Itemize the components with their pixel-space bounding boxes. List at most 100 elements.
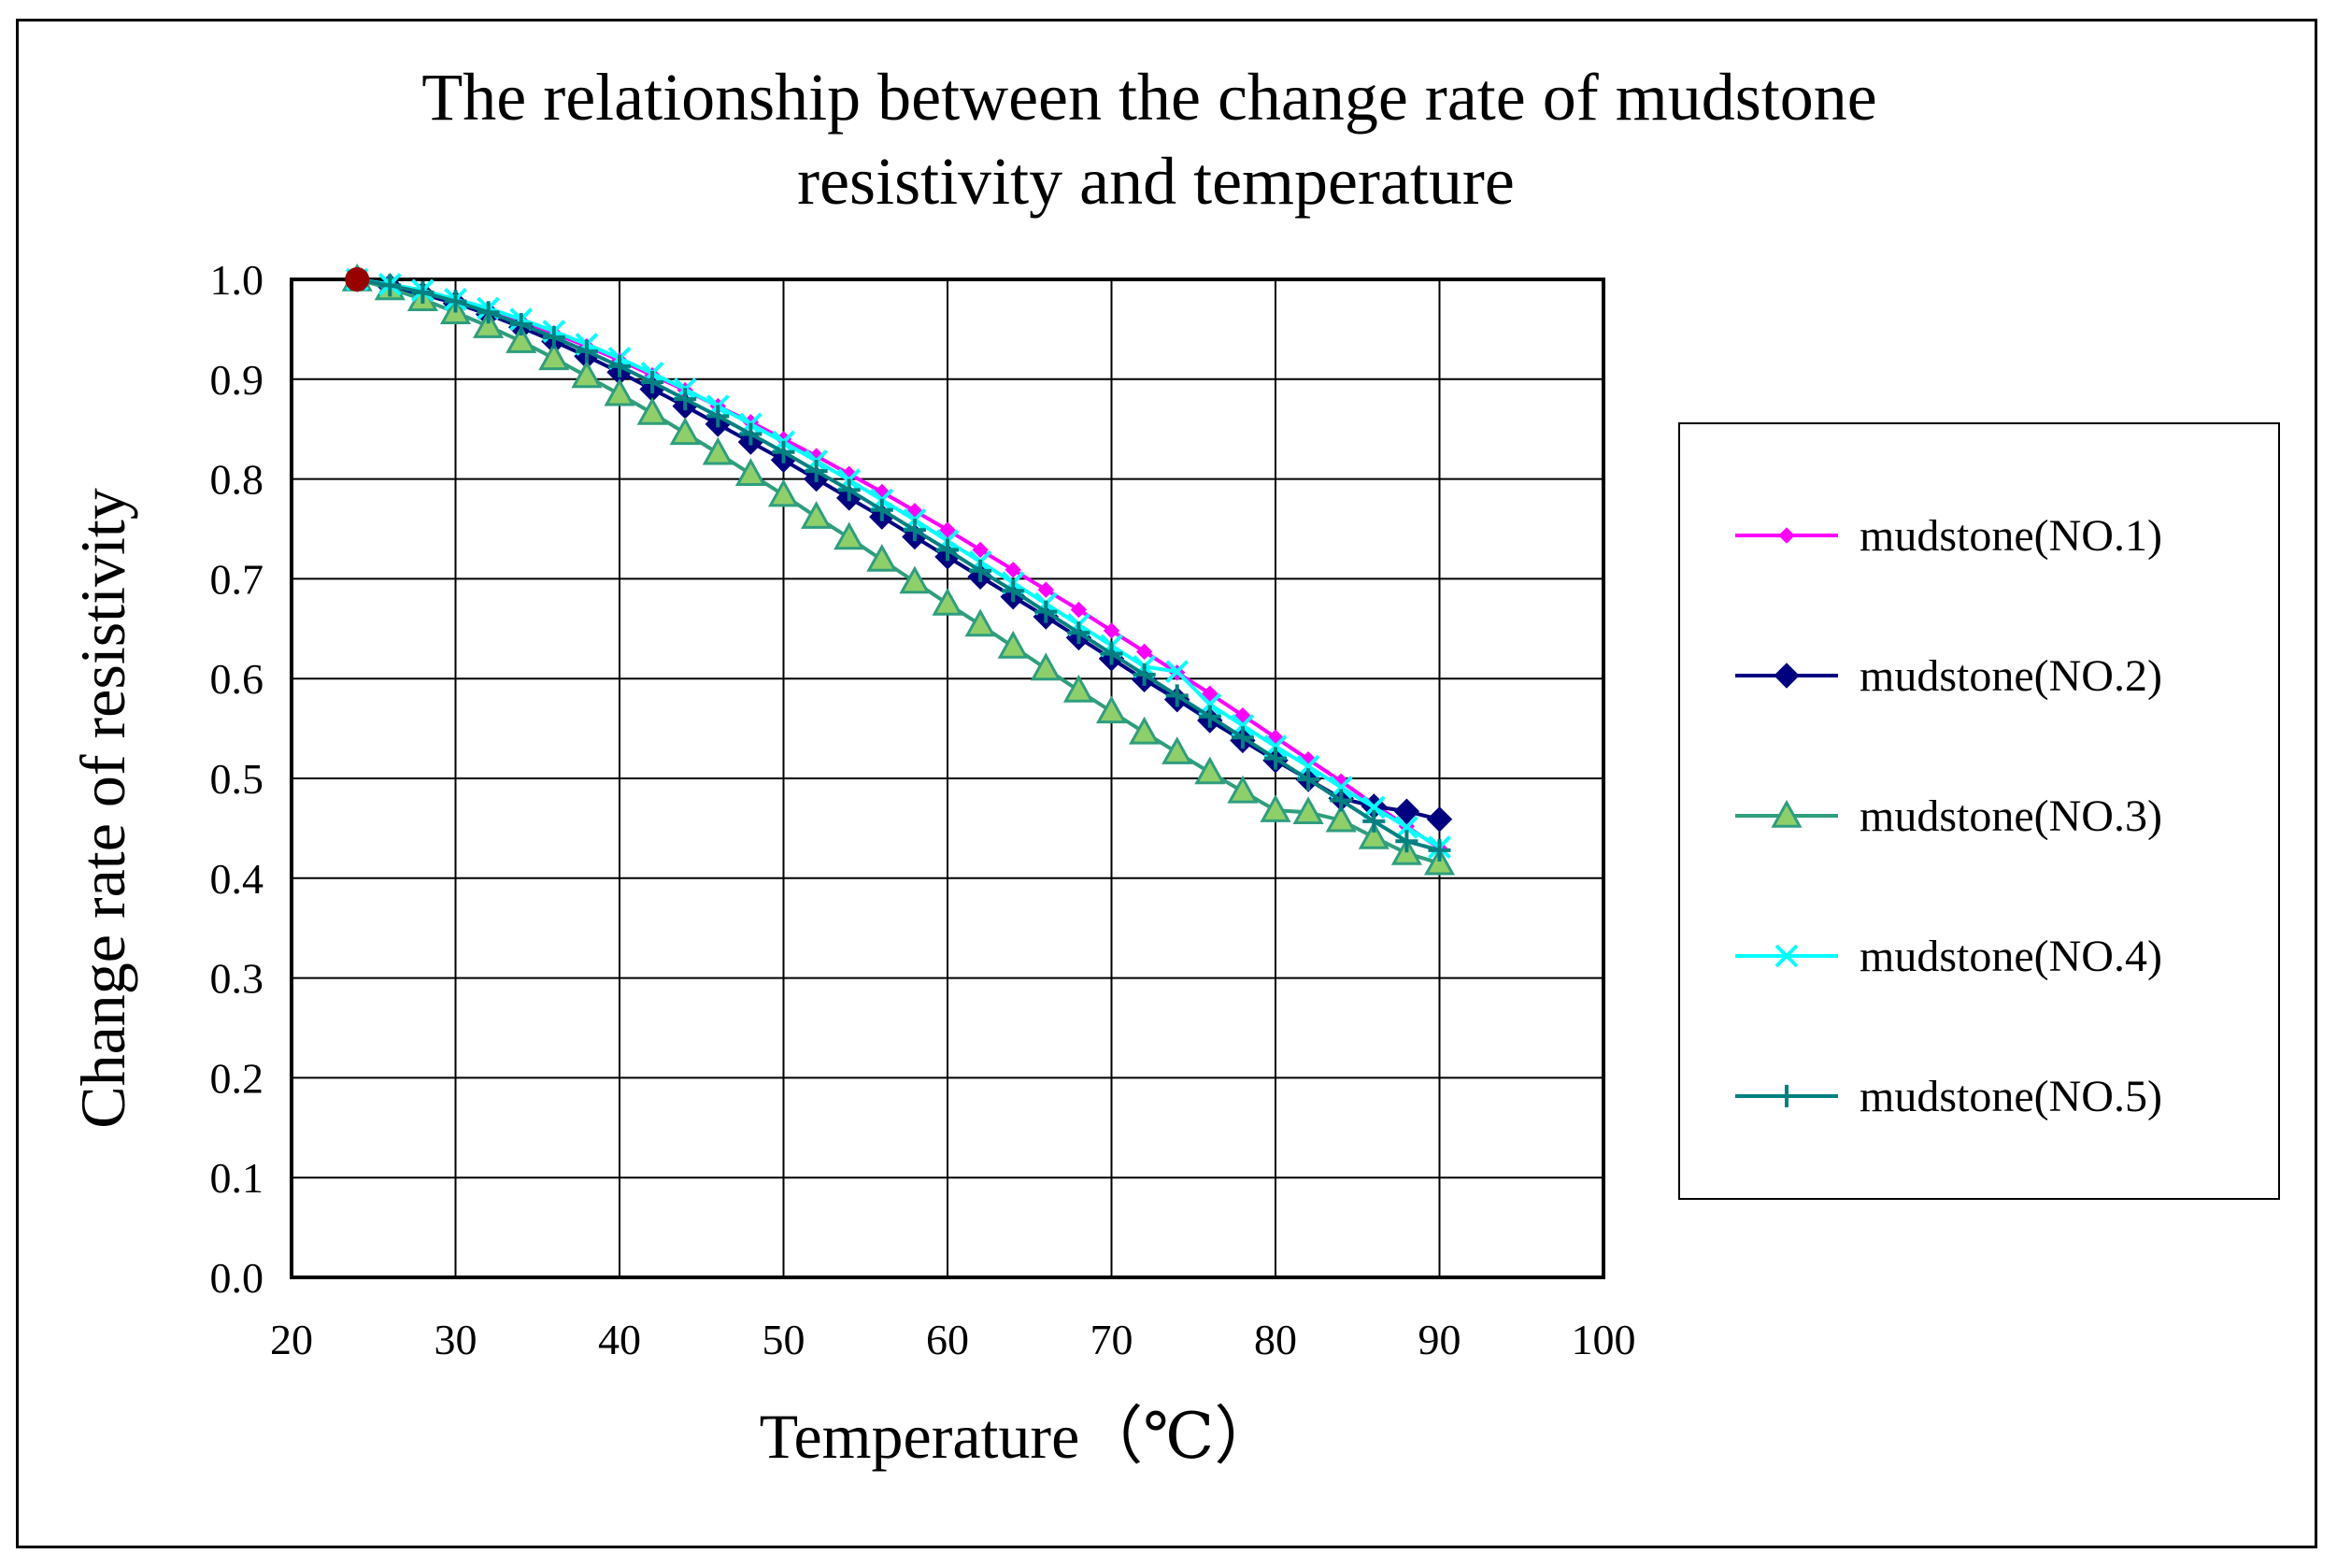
data-point: [608, 354, 631, 378]
x-tick-label: 20: [270, 1316, 313, 1363]
data-point: [1030, 652, 1062, 681]
series-layer: [341, 263, 1456, 876]
legend-label: mudstone(NO.1): [1860, 511, 2162, 561]
data-point: [972, 541, 989, 559]
data-point: [477, 301, 500, 324]
data-point: [1002, 579, 1025, 603]
data-point: [969, 559, 992, 582]
y-tick-label: 0.4: [210, 855, 264, 903]
series-4: [345, 267, 1451, 860]
x-tick-label: 40: [598, 1316, 641, 1363]
data-point: [964, 608, 996, 637]
data-point: [1231, 726, 1254, 749]
x-tick-label: 30: [435, 1316, 477, 1363]
legend-label: mudstone(NO.4): [1860, 932, 2162, 981]
data-point: [805, 460, 828, 483]
data-point: [1165, 684, 1189, 707]
data-point: [669, 417, 701, 446]
chart-title-line-1: The relationship between the change rate…: [421, 60, 1876, 135]
legend-label: mudstone(NO.5): [1860, 1072, 2162, 1121]
legend-marker: [1778, 527, 1795, 544]
plot-area-border: [290, 278, 1605, 1279]
y-tick-label: 0.0: [210, 1254, 264, 1302]
chart-title-line-2: resistivity and temperature: [797, 144, 1515, 219]
data-point: [1260, 794, 1291, 822]
data-point: [1325, 804, 1357, 833]
legend: mudstone(NO.1) mudstone(NO.2) mudstone(NO.…: [1678, 422, 2280, 1200]
data-point: [734, 458, 766, 486]
x-tick-label: 100: [1572, 1316, 1636, 1363]
data-point: [772, 440, 795, 463]
legend-box: [1678, 422, 2280, 1200]
data-point: [444, 290, 467, 313]
data-point: [1067, 621, 1090, 645]
data-point: [997, 630, 1029, 659]
y-axis-title: Change rate of resistivity: [67, 488, 138, 1128]
series-5: [346, 268, 1451, 862]
data-point: [1393, 798, 1420, 824]
data-point: [1358, 820, 1389, 849]
legend-marker: [1774, 663, 1800, 689]
x-axis-ticks: 20 30 40 50 60 70 80 90 100: [270, 1316, 1636, 1363]
data-point: [1135, 643, 1153, 661]
data-point: [706, 405, 730, 428]
start-point: [345, 267, 370, 292]
data-point: [1037, 581, 1055, 598]
data-point: [1423, 847, 1456, 876]
legend-marker: [1774, 944, 1799, 968]
data-point: [1100, 642, 1123, 665]
y-tick-label: 0.5: [210, 755, 264, 803]
data-point: [604, 378, 635, 406]
data-point: [801, 501, 833, 529]
data-point: [1426, 806, 1453, 833]
data-point: [936, 538, 959, 562]
data-point: [1394, 815, 1418, 839]
data-point: [1292, 796, 1324, 825]
data-point: [641, 371, 664, 394]
series-line: [356, 278, 1441, 852]
series-3: [341, 263, 1456, 876]
data-point: [1361, 795, 1386, 820]
data-point: [1165, 660, 1190, 684]
data-point: [1198, 705, 1221, 728]
data-point: [411, 280, 435, 304]
series-line: [356, 278, 1441, 850]
data-point: [932, 588, 963, 616]
x-tick-label: 70: [1090, 1316, 1133, 1363]
y-tick-label: 0.1: [210, 1154, 264, 1202]
legend-label: mudstone(NO.3): [1860, 791, 2162, 841]
y-tick-label: 0.6: [210, 655, 264, 703]
data-point: [899, 565, 931, 594]
x-tick-label: 50: [762, 1316, 805, 1363]
legend-item: mudstone(NO.3): [1735, 791, 2162, 841]
data-point: [1161, 736, 1193, 764]
legend-label: mudstone(NO.2): [1860, 651, 2162, 701]
y-tick-label: 0.7: [210, 555, 264, 603]
data-point: [509, 313, 533, 336]
data-point: [636, 397, 668, 425]
legend-item: mudstone(NO.5): [1735, 1072, 2162, 1121]
data-point: [866, 544, 898, 572]
data-point: [1070, 601, 1088, 619]
legend-marker: [1775, 1085, 1798, 1107]
series-line: [356, 278, 1441, 865]
x-axis-title: Temperature（℃）: [760, 1401, 1278, 1472]
data-point: [571, 360, 603, 389]
data-point: [1428, 838, 1451, 862]
data-point: [1103, 622, 1120, 639]
y-tick-label: 0.3: [210, 955, 264, 1003]
series-line: [356, 278, 1441, 849]
legend-item: mudstone(NO.4): [1735, 932, 2162, 981]
data-point: [1297, 768, 1320, 791]
x-tick-label: 60: [926, 1316, 969, 1363]
data-point: [767, 478, 800, 507]
grid: [292, 279, 1603, 1277]
y-tick-label: 0.8: [210, 456, 264, 504]
data-point: [1362, 809, 1386, 833]
series-line: [356, 278, 1440, 821]
data-point: [1330, 789, 1353, 812]
x-tick-label: 90: [1418, 1316, 1461, 1363]
data-point: [939, 521, 956, 538]
data-point: [542, 325, 565, 349]
